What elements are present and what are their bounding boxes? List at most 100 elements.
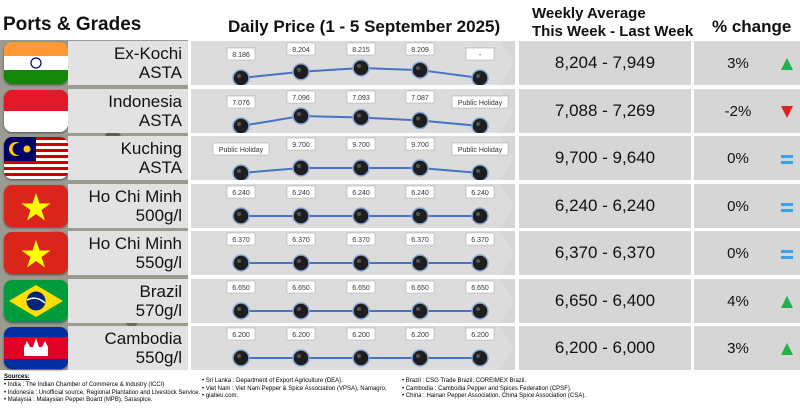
table-row: Cambodia 550g/l 6.200 6.200 6.200 6.200 6.200 6…	[0, 326, 800, 370]
data-label-text: 6.650	[232, 285, 250, 292]
data-label: 7.093	[346, 90, 376, 104]
malaysia-flag	[4, 137, 68, 179]
up-arrow-icon	[780, 57, 794, 71]
pepper-texture	[237, 259, 241, 263]
weekly-average-value: 9,700 - 9,640	[554, 148, 656, 167]
this-last-week-header: This Week - Last Week	[532, 23, 694, 40]
price-point	[292, 159, 310, 177]
grade-name-panel: Ho Chi Minh 550g/l	[68, 231, 188, 275]
data-label: 9.700	[405, 137, 435, 151]
source-line: • Malaysia : Malaysian Pepper Board (MPB…	[4, 397, 153, 403]
price-point	[232, 164, 250, 182]
data-label-text: 9.700	[411, 142, 429, 149]
price-point	[411, 61, 429, 79]
pct-change-cell: 3%	[694, 326, 800, 370]
price-point	[232, 117, 250, 135]
indonesia-flag	[4, 90, 68, 132]
data-label: 6.200	[465, 327, 495, 341]
data-label-text: 6.200	[352, 332, 370, 339]
port-name: Ho Chi Minh	[88, 187, 182, 206]
pepper-texture	[476, 307, 480, 311]
port-name: Ho Chi Minh	[88, 234, 182, 253]
data-label-text: 7.076	[232, 100, 250, 107]
weekly-average-cell: 7,088 - 7,269	[519, 89, 691, 133]
data-label-text: Public Holiday	[458, 147, 503, 154]
port-name: Brazil	[139, 282, 182, 301]
port-name: Ex-Kochi	[113, 44, 182, 63]
equal-icon	[780, 247, 794, 261]
weekly-average-value: 6,200 - 6,000	[554, 338, 656, 357]
data-label: Public Holiday	[451, 142, 509, 156]
pepper-texture	[357, 113, 361, 118]
pepper-texture	[476, 259, 480, 263]
pepper-texture	[416, 354, 420, 358]
price-point	[352, 59, 370, 77]
daily-price-chart: 8.186 8.204 8.215 8.209 -	[191, 41, 515, 87]
price-point	[471, 207, 489, 225]
data-label: 6.240	[405, 185, 435, 199]
data-label-text: 7.096	[292, 95, 310, 102]
pepper-texture	[416, 66, 420, 71]
data-label: Public Holiday	[212, 142, 270, 156]
price-point	[471, 349, 489, 367]
source-line: • giatieu.com.	[202, 393, 239, 399]
daily-price-header: Daily Price (1 - 5 September 2025)	[228, 17, 501, 36]
data-label-text: 6.650	[411, 285, 429, 292]
data-label: 6.240	[346, 185, 376, 199]
data-label: 8.204	[286, 42, 316, 56]
data-label: 6.650	[286, 280, 316, 294]
price-point	[352, 159, 370, 177]
pepper-texture	[237, 354, 241, 358]
weekly-average-value: 8,204 - 7,949	[554, 53, 656, 72]
source-line: • Brazil : CSG Trade Brazil, COREIMEX Br…	[402, 378, 527, 384]
data-label-text: Public Holiday	[219, 147, 264, 154]
pct-change-cell: 0%	[694, 184, 800, 228]
price-point	[292, 207, 310, 225]
pepper-texture	[416, 259, 420, 263]
grade-name: ASTA	[138, 158, 182, 177]
data-label: -	[465, 47, 495, 61]
data-label-text: 6.650	[471, 285, 489, 292]
table-row: Ex-Kochi ASTA 8.186 8.204 8.215 8.209 - 8,204 -…	[0, 41, 800, 87]
pepper-texture	[297, 67, 301, 72]
grade-name: ASTA	[138, 63, 182, 82]
data-label: 6.650	[226, 280, 256, 294]
data-label: 6.240	[226, 185, 256, 199]
pepper-texture	[357, 64, 361, 68]
table-row: Kuching ASTA Public Holiday 9.700 9.700 9.700…	[0, 136, 800, 182]
data-label: 6.200	[346, 327, 376, 341]
data-label: 6.200	[226, 327, 256, 341]
pepper-texture	[237, 169, 241, 173]
pepper-texture	[476, 212, 480, 216]
pepper-texture	[297, 354, 301, 358]
weekly-average-cell: 9,700 - 9,640	[519, 136, 691, 180]
pepper-texture	[297, 307, 301, 311]
pepper-texture	[237, 74, 241, 78]
data-label: 6.240	[465, 185, 495, 199]
source-line: • Viet Nam : Viet Nam Pepper & Spice Ass…	[202, 385, 387, 392]
pepper-texture	[237, 122, 241, 126]
price-point	[292, 107, 310, 125]
sources-col-3: • Brazil : CSG Trade Brazil, COREIMEX Br…	[402, 378, 662, 401]
pepper-texture	[357, 354, 361, 358]
table-row: Ho Chi Minh 500g/l 6.240 6.240 6.240 6.240 6.2…	[0, 184, 800, 228]
price-point	[411, 159, 429, 177]
table-row: Ho Chi Minh 550g/l 6.370 6.370 6.370 6.370 6.3…	[0, 231, 800, 275]
grade-name: 550g/l	[135, 253, 182, 272]
source-line: • Sri Lanka : Department of Export Agric…	[202, 378, 343, 384]
weekly-average-cell: 6,240 - 6,240	[519, 184, 691, 228]
weekly-average-cell: 6,650 - 6,400	[519, 279, 691, 323]
data-label-text: 6.200	[471, 332, 489, 339]
price-point	[471, 302, 489, 320]
data-label-text: 7.087	[411, 95, 429, 102]
row-chart-svg: 6.370 6.370 6.370 6.370 6.370	[191, 231, 514, 275]
data-label: 7.096	[286, 90, 316, 104]
table-row: Indonesia ASTA 7.076 7.096 7.093 7.087 Public …	[0, 89, 800, 135]
price-point	[232, 207, 250, 225]
vietnam-flag	[4, 232, 68, 274]
data-label: 6.370	[405, 232, 435, 246]
down-arrow-icon	[780, 105, 794, 119]
price-point	[292, 302, 310, 320]
data-label: 7.076	[226, 95, 256, 109]
data-label: 6.370	[346, 232, 376, 246]
